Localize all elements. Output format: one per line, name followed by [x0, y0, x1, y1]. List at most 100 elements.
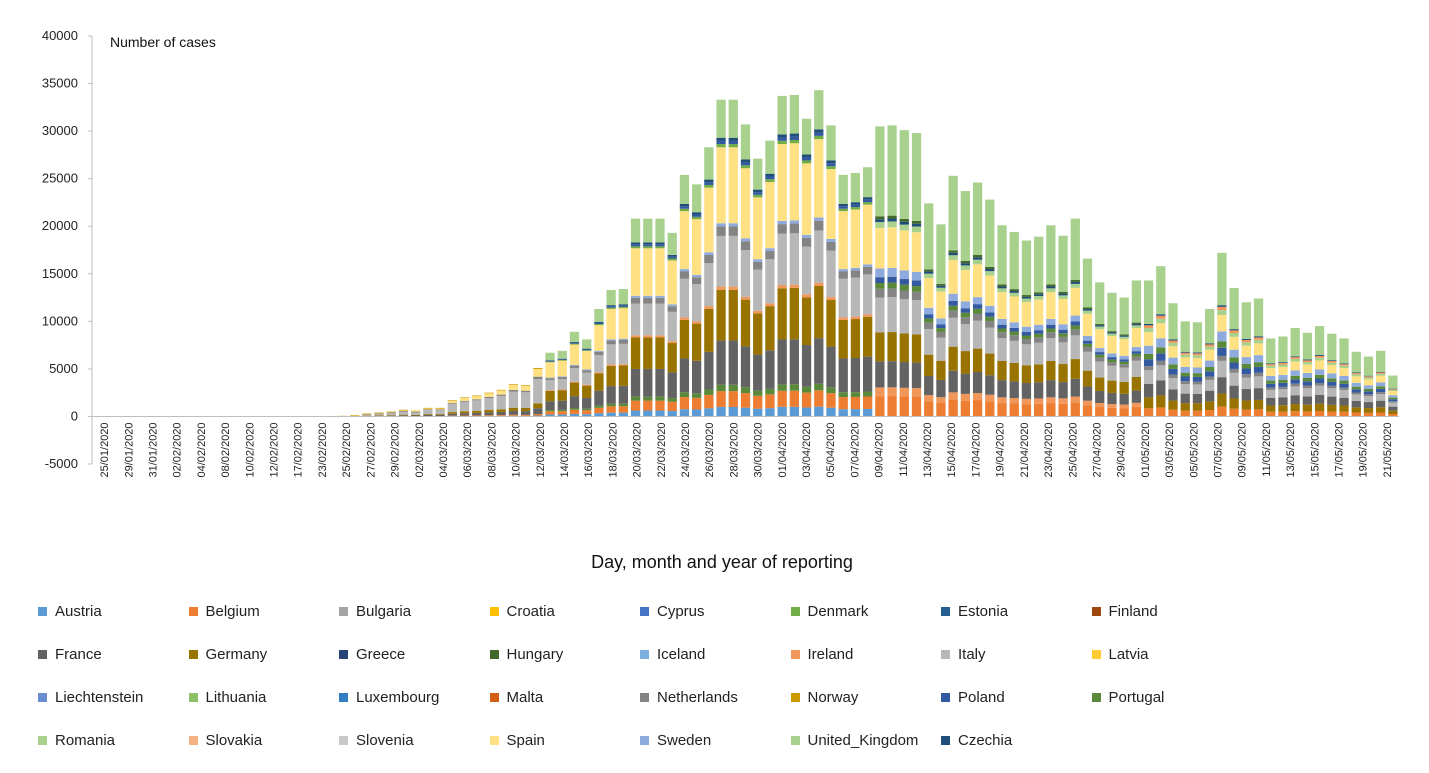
- bar-segment-france: [1339, 397, 1349, 406]
- bar-segment-spain: [875, 227, 885, 269]
- bar-segment-romania: [1070, 283, 1080, 288]
- bar-segment-portugal: [814, 383, 824, 391]
- bar-segment-austria: [545, 414, 555, 417]
- bar-segment-norway: [472, 395, 482, 397]
- bar-segment-norway: [496, 389, 506, 391]
- x-tick-label: 01/04/2020: [777, 422, 789, 477]
- bar-segment-germany: [936, 360, 946, 380]
- bar-segment-czechia: [655, 242, 665, 245]
- bar-segment-portugal: [716, 384, 726, 392]
- bar-segment-denmark: [655, 246, 665, 249]
- bar-segment-italy: [789, 233, 799, 285]
- x-tick-label: 28/03/2020: [728, 422, 740, 477]
- bar-segment-germany: [1339, 405, 1349, 412]
- bar-segment-germany: [1253, 399, 1264, 410]
- bar-segment-norway: [533, 367, 543, 369]
- bar-segment-romania: [1082, 310, 1093, 314]
- bar-segment-czechia: [1180, 351, 1190, 353]
- bar-segment-italy: [838, 278, 848, 318]
- bar-segment-belgium: [826, 393, 836, 408]
- bar-segment-ireland: [679, 317, 690, 320]
- bar-segment-ireland: [936, 397, 946, 403]
- bar-segment-netherlands: [850, 270, 861, 278]
- bar-segment-germany: [1314, 403, 1325, 412]
- bar-segment-romania: [1143, 328, 1154, 333]
- bar-segment-austria: [728, 406, 738, 417]
- bars: [93, 90, 1398, 418]
- bar-segment-poland: [875, 277, 885, 283]
- bar-segment-united_kingdom: [838, 174, 848, 204]
- bar-segment-poland: [1241, 368, 1251, 375]
- bar-segment-ireland: [838, 317, 848, 320]
- bar-segment-czechia: [692, 212, 702, 215]
- bar-segment-romania: [1046, 288, 1056, 293]
- bar-segment-united_kingdom: [582, 339, 592, 349]
- bar-segment-italy: [1266, 389, 1276, 398]
- bar-segment-ireland: [630, 335, 641, 338]
- bar-segment-sweden: [569, 364, 580, 366]
- x-tick-label: 02/02/2020: [172, 422, 184, 477]
- bar-segment-france: [1131, 390, 1142, 403]
- bar-segment-france: [1205, 390, 1215, 402]
- bar-segment-united_kingdom: [814, 90, 824, 130]
- bar-segment-romania: [1192, 355, 1203, 359]
- bar-segment-czechia: [899, 221, 909, 225]
- bar-segment-czechia: [557, 358, 567, 360]
- bar-segment-ireland: [1327, 361, 1337, 363]
- bar-segment-netherlands: [814, 220, 824, 231]
- bar-segment-italy: [1339, 389, 1349, 398]
- bar-segment-france: [948, 370, 958, 393]
- bar-segment-spain: [789, 143, 799, 221]
- bar-segment-netherlands: [606, 340, 616, 345]
- bar-segment-france: [1009, 381, 1019, 398]
- bar-segment-portugal: [838, 392, 848, 398]
- x-tick-label: 07/04/2020: [849, 422, 861, 477]
- bar-segment-germany: [863, 316, 873, 357]
- bar-segment-ireland: [667, 341, 677, 344]
- bar-segment-romania: [1034, 296, 1044, 300]
- bar-segment-spain: [899, 230, 909, 271]
- bar-segment-belgium: [1241, 409, 1251, 417]
- bar-segment-spain: [1107, 336, 1117, 354]
- bar-segment-germany: [728, 289, 738, 341]
- legend-swatch: [38, 649, 47, 659]
- bar-segment-france: [423, 414, 433, 417]
- bar-segment-czechia: [667, 254, 677, 257]
- bar-segment-sweden: [618, 338, 628, 340]
- bar-segment-sweden: [948, 293, 958, 301]
- bar-segment-denmark: [850, 207, 861, 210]
- bar-segment-czechia: [777, 134, 787, 138]
- x-tick-label: 19/05/2020: [1358, 422, 1370, 477]
- bar-segment-netherlands: [704, 254, 714, 264]
- bar-segment-belgium: [643, 400, 653, 411]
- bar-segment-poland: [1266, 383, 1276, 388]
- bar-segment-poland: [1217, 347, 1227, 356]
- bar-segment-romania: [948, 255, 958, 261]
- bar-segment-italy: [728, 235, 738, 287]
- bar-segment-germany: [692, 323, 702, 361]
- bar-segment-germany: [606, 365, 616, 387]
- bar-segment-italy: [582, 372, 592, 385]
- bar-segment-sweden: [1217, 331, 1227, 342]
- x-tick-label: 04/02/2020: [196, 422, 208, 477]
- bar-segment-norway: [349, 415, 360, 416]
- bar-segment-sweden: [1205, 360, 1215, 368]
- bar-segment-italy: [484, 398, 494, 411]
- bar-segment-germany: [508, 407, 519, 411]
- bar-segment-poland: [911, 280, 922, 287]
- bar-segment-italy: [643, 303, 653, 336]
- bar-segment-sweden: [740, 238, 751, 242]
- bar-segment-united_kingdom: [1290, 327, 1300, 357]
- bar-segment-france: [1180, 393, 1190, 404]
- bar-segment-germany: [887, 332, 897, 362]
- bar-segment-romania: [1290, 358, 1300, 362]
- bar-segment-italy: [1205, 379, 1215, 391]
- bar-segment-portugal: [557, 409, 567, 412]
- x-tick-label: 16/03/2020: [583, 422, 595, 477]
- bar-segment-germany: [1205, 401, 1215, 410]
- bar-segment-denmark: [801, 160, 812, 164]
- bar-segment-belgium: [484, 415, 494, 416]
- bar-segment-norway: [398, 409, 409, 411]
- bar-segment-poland: [936, 324, 946, 329]
- bar-segment-ireland: [692, 321, 702, 324]
